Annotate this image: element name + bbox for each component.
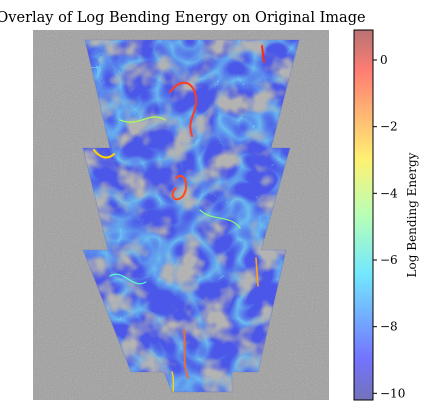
- ridge-line: [169, 82, 198, 137]
- colorbar-label: Log Bending Energy: [405, 152, 419, 277]
- colorbar-tick-label: −4: [380, 186, 398, 200]
- ridge-line: [93, 149, 115, 159]
- colorbar-tick-label: −6: [380, 253, 398, 267]
- energy-overlay: [83, 40, 299, 392]
- ridge-line: [183, 329, 189, 379]
- colorbar-tick-label: −2: [380, 120, 398, 134]
- chart-title: Overlay of Log Bending Energy on Origina…: [0, 10, 366, 26]
- ridge-line: [171, 371, 177, 392]
- ridge-line: [261, 45, 265, 63]
- colorbar: 0 −2 −4 −6 −8 −10 Log Bending Energy: [353, 29, 419, 401]
- ridge-line: [171, 175, 187, 201]
- overlay-boundary: [82, 39, 300, 393]
- high-energy-ridges: [93, 45, 265, 392]
- colorbar-ticks: 0 −2 −4 −6 −8 −10: [373, 53, 405, 400]
- ridge-line: [199, 209, 241, 229]
- colorbar-tick-label: −8: [380, 320, 398, 334]
- colorbar-tick-label: −10: [380, 386, 405, 400]
- ridge-line: [255, 257, 259, 287]
- colorbar-frame: [353, 29, 374, 401]
- colorbar-gradient: [354, 30, 373, 400]
- colorbar-tick-label: 0: [380, 53, 388, 67]
- ridge-line: [119, 116, 166, 123]
- ridge-line: [109, 273, 147, 285]
